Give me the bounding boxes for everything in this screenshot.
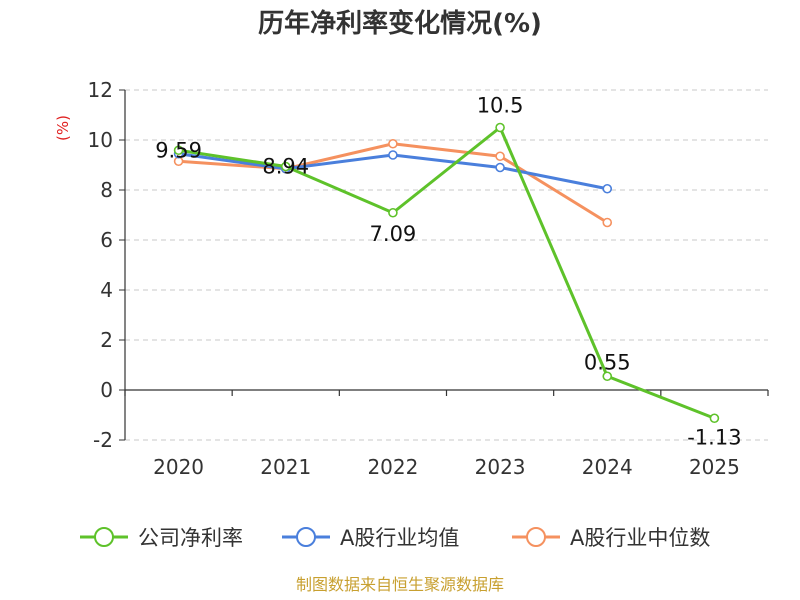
legend-marker: [296, 527, 316, 547]
source-note: 制图数据来自恒生聚源数据库: [296, 575, 504, 594]
y-tick-label: 10: [88, 128, 113, 152]
series-line-0: [178, 126, 715, 420]
grid-lines: [125, 89, 768, 441]
legend-marker: [94, 527, 114, 547]
data-label: 9.59: [155, 138, 202, 162]
data-label: 7.09: [370, 222, 417, 246]
series-point-1: [495, 162, 505, 173]
legend-item-2[interactable]: A股行业中位数: [512, 526, 710, 550]
y-tick-label: 8: [100, 178, 113, 202]
y-tick-label: -2: [93, 428, 113, 452]
y-tick-label: 6: [100, 228, 113, 252]
series-point-0: [388, 207, 398, 218]
x-tick-label: 2020: [153, 455, 204, 479]
x-tick-label: 2022: [367, 455, 418, 479]
y-tick-label: 4: [100, 278, 113, 302]
x-tick-label: 2021: [260, 455, 311, 479]
axes: -2 0 2 4 6 8 10 12 2020 2021 2022 2023 2024 2025: [88, 78, 769, 479]
series-point-2: [495, 151, 505, 162]
legend-item-0[interactable]: 公司净利率: [80, 526, 243, 550]
x-tick-label: 2025: [689, 455, 740, 479]
series-point-0: [602, 371, 613, 382]
data-label: -1.13: [687, 425, 741, 449]
legend-label: A股行业中位数: [570, 526, 710, 550]
series-lines: [173, 122, 720, 424]
x-tick-label: 2024: [582, 455, 633, 479]
y-tick-label: 0: [100, 378, 113, 402]
legend-marker: [526, 527, 546, 547]
x-tick-label: 2023: [475, 455, 526, 479]
data-label: 10.5: [477, 94, 524, 118]
series-point-0: [173, 145, 184, 156]
legend[interactable]: 公司净利率 A股行业均值 A股行业中位数: [80, 526, 710, 550]
legend-label: 公司净利率: [138, 526, 243, 550]
series-point-2: [388, 138, 398, 149]
series-point-2: [602, 217, 613, 228]
legend-item-1[interactable]: A股行业均值: [282, 526, 459, 550]
y-tick-label: 12: [88, 78, 113, 102]
y-axis-label: (%): [54, 115, 72, 141]
data-label: 0.55: [584, 350, 631, 374]
legend-label: A股行业均值: [340, 526, 459, 550]
series-point-0: [709, 413, 720, 424]
series-point-0: [280, 161, 291, 172]
series-point-0: [495, 122, 505, 133]
data-label: 8.94: [262, 155, 309, 179]
chart-title: 历年净利率变化情况(%): [258, 8, 542, 39]
y-tick-label: 2: [100, 328, 113, 352]
series-point-1: [388, 150, 398, 160]
series-point-1: [602, 183, 613, 194]
data-labels: 9.59 8.94 7.09 10.5 0.55 -1.13: [155, 94, 741, 450]
